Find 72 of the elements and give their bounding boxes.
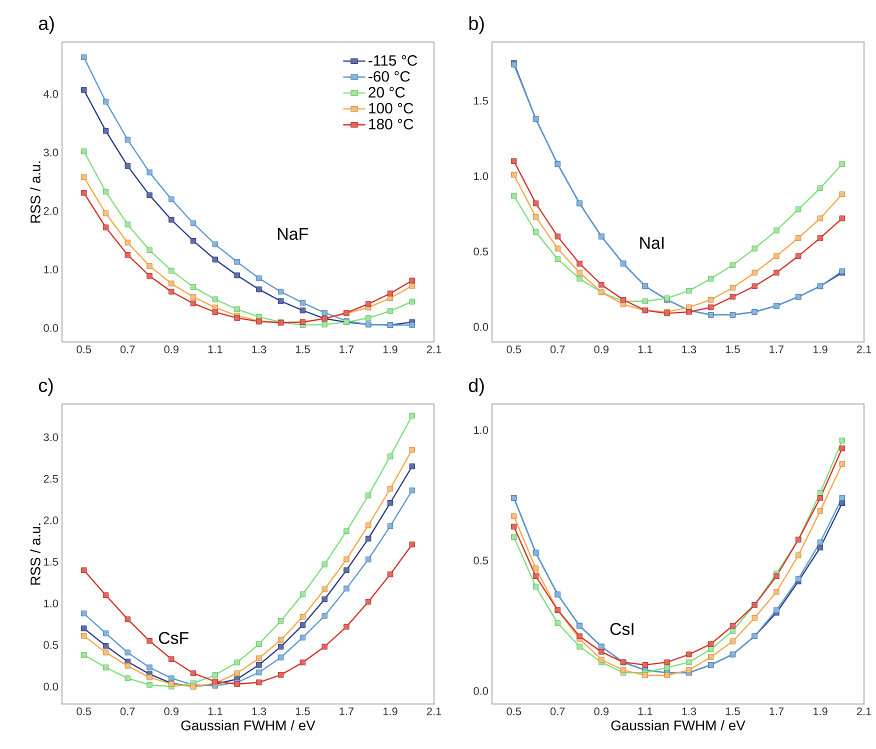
x-tick-label: 1.9 [383,346,398,354]
y-tick-label: 0.5 [474,556,488,564]
chart-title: d) [468,378,484,396]
x-tick-label: 0.9 [594,708,609,716]
y-tick-label: 1.5 [474,96,488,105]
x-tick-label: 2.1 [426,708,442,716]
y-tick-label: 0.0 [474,323,488,331]
x-tick-label: 2.1 [856,708,872,716]
x-tick-label: 0.9 [594,346,609,354]
x-axis-title: Gaussian FWHM / eV [181,720,316,730]
x-tick-label: 1.7 [340,708,354,716]
chart-title: b) [469,16,484,34]
y-tick-label: 0.5 [44,641,58,649]
legend-label: 20 °C [368,87,405,98]
x-tick-label: 0.9 [164,708,179,716]
x-tick-label: 0.7 [550,708,565,716]
y-tick-label: 0.0 [44,324,58,332]
x-tick-label: 1.5 [726,708,740,716]
annotation: CsI [610,623,634,636]
x-tick-label: 1.9 [383,708,398,716]
x-tick-label: 1.7 [340,346,354,354]
y-tick-label: 2.0 [44,516,58,524]
x-tick-label: 0.5 [506,708,522,716]
y-axis-title: RSS / a.u. [30,524,40,585]
x-tick-label: 1.5 [296,346,310,354]
legend-label: -115 °C [368,55,418,66]
x-tick-label: 1.3 [682,346,696,354]
x-tick-label: 1.3 [252,346,266,354]
y-tick-label: 3.0 [44,433,58,442]
y-tick-label: 0.5 [474,248,488,256]
x-tick-label: 1.7 [770,708,784,716]
x-tick-label: 0.9 [164,346,179,354]
y-axis-title: RSS / a.u. [30,161,40,223]
y-tick-label: 1.0 [44,600,58,608]
x-tick-label: 1.9 [813,346,828,354]
legend-label: 100 °C [369,102,414,114]
x-tick-label: 1.9 [813,708,828,716]
x-tick-label: 0.7 [120,708,135,716]
legend-label: -60 °C [368,71,410,82]
chart-title: c) [38,378,53,396]
x-tick-label: 0.5 [76,346,92,354]
y-tick-label: 1.0 [474,172,488,180]
x-tick-label: 1.3 [682,708,696,716]
annotation: CsF [158,632,188,644]
y-tick-label: 0.0 [44,682,58,690]
x-tick-label: 0.7 [550,346,565,354]
x-tick-label: 1.1 [638,346,652,354]
x-tick-label: 2.1 [856,346,872,354]
y-tick-label: 0.0 [474,687,488,695]
x-tick-label: 1.3 [252,708,266,716]
x-tick-label: 1.1 [638,708,652,716]
y-tick-label: 2.0 [44,207,58,215]
x-tick-label: 1.1 [208,708,222,716]
x-tick-label: 1.5 [726,346,740,354]
x-tick-label: 0.5 [506,346,522,354]
y-tick-label: 1.0 [44,266,58,274]
y-tick-label: 1.5 [44,558,58,566]
y-tick-label: 3.0 [44,148,58,156]
y-tick-label: 4.0 [43,90,58,98]
x-tick-label: 1.1 [208,346,222,354]
x-tick-label: 1.5 [296,708,310,716]
x-axis-title: Gaussian FWHM / eV [611,720,746,730]
legend-label: 180 °C [369,118,414,130]
annotation: NaI [640,237,664,249]
annotation: NaF [278,228,308,240]
y-tick-label: 1.0 [474,426,488,434]
y-tick-label: 2.5 [44,474,58,483]
x-tick-label: 0.7 [120,346,135,354]
x-tick-label: 1.7 [770,346,784,354]
x-tick-label: 2.1 [426,346,442,354]
chart-title: a) [38,16,54,34]
x-tick-label: 0.5 [76,708,92,716]
